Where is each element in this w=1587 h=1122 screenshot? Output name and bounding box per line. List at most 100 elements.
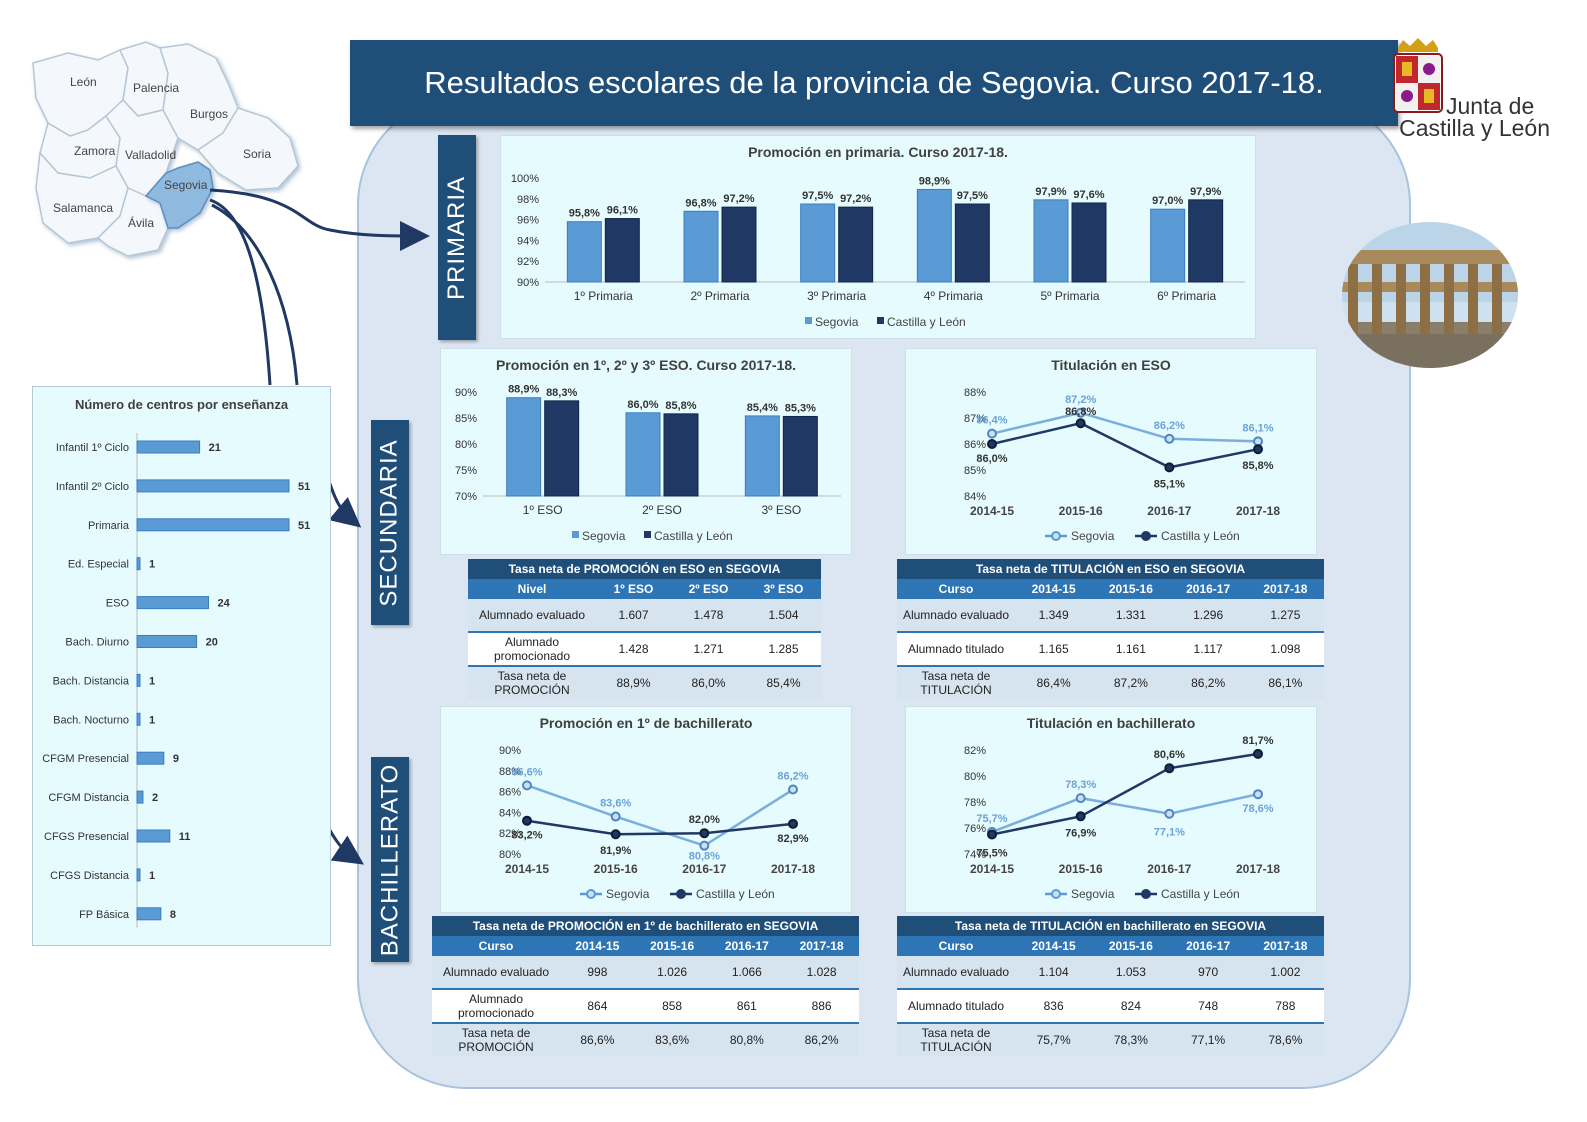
x-tick-label: 2016-17 [1147,862,1191,876]
table-cell: 1.002 [1246,956,1324,990]
data-label: 86,6% [511,766,542,778]
data-label: 85,1% [1154,478,1185,490]
table-bach-promo: Tasa neta de PROMOCIÓN en 1º de bachille… [432,916,859,1056]
page-title: Resultados escolares de la provincia de … [350,40,1398,126]
y-tick-label: 74% [964,849,986,861]
data-label: 97,5% [802,190,833,202]
table-header-cell: 2015-16 [1092,936,1170,956]
legend-swatch-0 [805,317,812,324]
data-label: 81,9% [600,845,631,857]
data-point [1164,462,1175,473]
chart-bach-tit: Titulación en bachillerato 74% 76% 78% 80% 8… [905,706,1317,913]
centros-bar [136,635,198,648]
centros-bar [136,557,141,571]
chart-bach-tit-title: Titulación en bachillerato [1026,715,1196,731]
data-label: 97,5% [957,190,988,202]
centros-bar [136,790,144,804]
section-bachillerato-text: BACHILLERATO [376,763,404,956]
legend-label-1: Castilla y León [654,529,733,543]
bar-cyl [663,413,699,497]
legend-swatch-0 [572,531,579,538]
chart-eso-tit-title: Titulación en ESO [1051,357,1171,373]
table-cell: Alumnado titulado [897,632,1015,667]
map-label-valladolid: Valladolid [125,148,176,162]
y-tick-label: 84% [964,491,986,503]
data-label: 80,8% [689,851,720,863]
bar-cyl [954,203,990,283]
centros-bar [136,596,210,610]
table-row: Alumnado titulado 1.165 1.161 1.117 1.09… [897,632,1324,667]
map-label-soria: Soria [243,147,271,161]
legend-label-1: Castilla y León [887,315,966,329]
centros-value-label: 1 [149,870,155,882]
table-cell: 1.066 [709,956,785,990]
data-label: 82,9% [777,833,808,845]
table-caption: Tasa neta de TITULACIÓN en ESO en SEGOVI… [897,559,1324,579]
centros-bar [136,907,162,921]
table-cell: 78,6% [1246,1023,1324,1056]
data-point [1253,748,1263,759]
table-cell: 998 [560,956,635,990]
bar-cyl [782,415,818,497]
table-header-cell: 2015-16 [634,936,710,956]
table-cell: 886 [784,989,859,1024]
table-cell: 1.053 [1092,956,1170,990]
table-row: Tasa neta de PROMOCIÓN 86,6% 83,6% 80,8%… [432,1023,859,1056]
map-label-segovia: Segovia [164,178,208,192]
data-point [699,840,710,851]
data-label: 97,6% [1073,189,1104,201]
section-secundaria-text: SECUNDARIA [376,438,404,607]
centros-category-label: Infantil 1º Ciclo [56,442,129,454]
centros-category-label: Infantil 2º Ciclo [56,481,129,493]
data-point [1253,436,1263,447]
data-point [522,815,532,826]
table-row: Tasa neta de PROMOCIÓN 88,9% 86,0% 85,4% [468,666,821,699]
legend-label-1: Castilla y León [1161,529,1240,543]
centros-value-label: 1 [149,559,155,571]
province-avila [96,186,169,257]
table-cell: Alumnado evaluado [897,956,1015,990]
table-cell: 88,9% [596,666,671,699]
table-header-cell: 2017-18 [1246,579,1324,599]
y-tick-label: 90% [455,387,477,399]
table-cell: 1.607 [596,599,671,633]
legend-marker-0 [1051,889,1061,899]
bar-segovia [744,415,780,497]
data-point [610,829,621,840]
bar-cyl [721,206,757,283]
centros-bar [136,518,290,532]
centros-category-label: Ed. Especial [68,559,129,571]
centros-category-label: Primaria [88,520,130,532]
bar-cyl [1071,202,1107,283]
table-header-cell: Curso [897,936,1015,956]
chart-bach-promo: Promoción en 1º de bachillerato 80% 82% 84… [440,706,852,913]
table-cell: 75,7% [1015,1023,1093,1056]
table-cell: 1.504 [745,599,821,633]
table-header-cell: 2014-15 [1015,936,1093,956]
y-tick-label: 100% [511,173,539,185]
y-tick-label: 70% [455,491,477,503]
centros-value-label: 24 [218,598,231,610]
x-tick-label: 2º ESO [642,503,682,517]
table-row: Alumnado evaluado 1.607 1.478 1.504 [468,599,821,633]
x-tick-label: 2017-18 [771,862,815,876]
y-tick-label: 80% [455,439,477,451]
centros-category-label: FP Básica [79,909,130,921]
x-tick-label: 4º Primaria [924,289,983,303]
legend-marker-0 [586,889,596,899]
data-label: 96,1% [607,205,638,217]
bar-segovia [916,188,952,283]
chart-bach-promo-svg: 80% 82% 84% 86% 88% 90% 2014-15 2015-16 2016-17 2… [499,745,815,901]
bar-segovia [625,412,661,497]
y-tick-label: 75% [455,465,477,477]
data-label: 86,0% [976,453,1007,465]
centros-category-label: ESO [106,598,130,610]
data-point [788,818,798,829]
bar-cyl [1188,199,1224,283]
centros-category-label: CFGM Distancia [48,792,130,804]
y-tick-label: 82% [964,745,986,757]
table-cell: 78,3% [1092,1023,1170,1056]
data-label: 85,8% [665,400,696,412]
table-cell: 77,1% [1169,1023,1247,1056]
series-line-segovia [526,784,794,848]
